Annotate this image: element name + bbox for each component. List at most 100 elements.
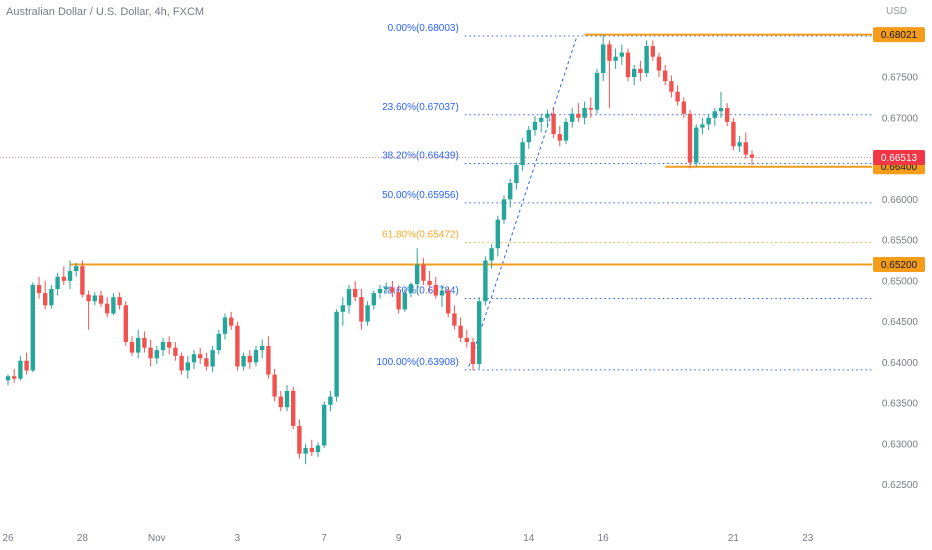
fib-level-label: 38.20%(0.66439) (382, 151, 459, 162)
last-price-tag-bg (873, 150, 925, 166)
candle-body (167, 341, 172, 348)
price-axis-tick: 0.63500 (882, 399, 919, 410)
candle-body (495, 219, 500, 249)
fib-level-label: 61.80%(0.65472) (382, 229, 459, 240)
candle-body (551, 113, 556, 135)
candle-body (433, 284, 438, 296)
candle-body (619, 52, 624, 57)
price-axis-tick: 0.66000 (882, 195, 919, 206)
candle-body (576, 113, 581, 118)
candle-body (359, 297, 364, 322)
price-axis-tick: 0.62500 (882, 480, 919, 491)
fibonacci-retracement[interactable]: 0.00%(0.68003) 23.60%(0.67037) 38.20%(0.66… (377, 23, 872, 371)
fib-level-label: 78.60%(0.64784) (382, 285, 459, 296)
hline-price-tag-bg (873, 27, 925, 43)
candle-body (198, 354, 203, 359)
time-axis-tick: Nov (148, 533, 166, 544)
candle-body (421, 264, 426, 281)
fib-level-label: 100.00%(0.63908) (377, 357, 459, 368)
candle-body (340, 305, 345, 312)
candle-body (557, 134, 562, 141)
candle-body (706, 117, 711, 125)
candle-body (229, 317, 234, 326)
candle-body (371, 293, 376, 306)
candle-body (241, 355, 246, 367)
candle-body (458, 325, 463, 338)
candle-body (98, 295, 104, 304)
hline-price-tag: 0.66400 (881, 162, 918, 173)
candle-body (154, 350, 159, 359)
candle-body (55, 276, 60, 289)
candle-body (588, 108, 593, 110)
fib-level-label: 0.00%(0.68003) (388, 23, 459, 34)
candle-body (216, 333, 221, 351)
candle-body (483, 260, 488, 302)
candle-body (253, 350, 259, 363)
price-axis-tick: 0.67000 (882, 113, 919, 124)
candle-body (607, 44, 612, 61)
candle-body (464, 337, 469, 342)
candle-body (712, 111, 717, 118)
candle-body (235, 325, 240, 367)
candle-body (508, 183, 513, 200)
candle-body (260, 346, 265, 351)
time-axis-tick: 9 (396, 533, 402, 544)
candle-body (136, 337, 141, 353)
candle-body (520, 142, 525, 166)
candle-body (663, 70, 668, 82)
candle-body (396, 292, 401, 310)
candle-body (30, 284, 35, 371)
candle-body (210, 350, 215, 367)
candle-body (563, 121, 569, 141)
candle-body (644, 46, 649, 73)
candle-body (67, 271, 73, 281)
candle-body (142, 337, 147, 348)
time-axis[interactable]: 26 28 Nov 3 7 9 14 16 21 23 (2, 533, 813, 544)
price-axis-tick: 0.63000 (882, 439, 919, 450)
time-axis-tick: 7 (321, 533, 327, 544)
candle-body (278, 396, 283, 408)
candle-body (61, 276, 66, 281)
time-axis-tick: 21 (728, 533, 740, 544)
candle-body (594, 72, 600, 110)
candle-body (390, 287, 395, 293)
candle-body (18, 360, 23, 379)
candle-body (191, 354, 197, 363)
candle-body (725, 108, 730, 122)
candle-body (408, 284, 414, 294)
candle-body (439, 290, 445, 296)
candle-body (74, 266, 79, 272)
candle-body (539, 117, 544, 122)
candle-body (532, 121, 538, 131)
candle-body (477, 301, 482, 364)
candle-body (309, 447, 314, 453)
candle-body (80, 266, 85, 295)
candle-body (43, 293, 48, 306)
candle-body (377, 288, 383, 294)
candle-body (613, 56, 618, 61)
currency-label: USD (886, 6, 908, 17)
candle-body (681, 101, 686, 114)
candle-body (266, 346, 271, 375)
candle-body (92, 295, 97, 302)
candle-body (489, 248, 494, 261)
candle-body (322, 404, 327, 446)
price-axis-tick: 0.67500 (882, 73, 919, 84)
time-axis-tick: 28 (77, 533, 89, 544)
candle-body (669, 81, 674, 92)
candle-body (36, 284, 42, 294)
candle-body (334, 311, 339, 397)
candle-body (632, 68, 637, 78)
candle-body (185, 362, 190, 371)
hline-price-tag-bg (873, 257, 925, 273)
chart-title: Australian Dollar / U.S. Dollar, 4h, FXC… (6, 6, 205, 18)
price-axis[interactable]: 0.675000.670000.665000.660000.655000.650… (882, 73, 919, 492)
time-axis-tick: 26 (2, 533, 14, 544)
candle-body (582, 108, 587, 118)
candle-body (601, 44, 606, 73)
price-axis-tick: 0.64000 (882, 358, 919, 369)
hline-price-tag: 0.65200 (881, 260, 918, 271)
horizontal-lines[interactable] (0, 33, 872, 266)
candle-body (173, 347, 178, 356)
